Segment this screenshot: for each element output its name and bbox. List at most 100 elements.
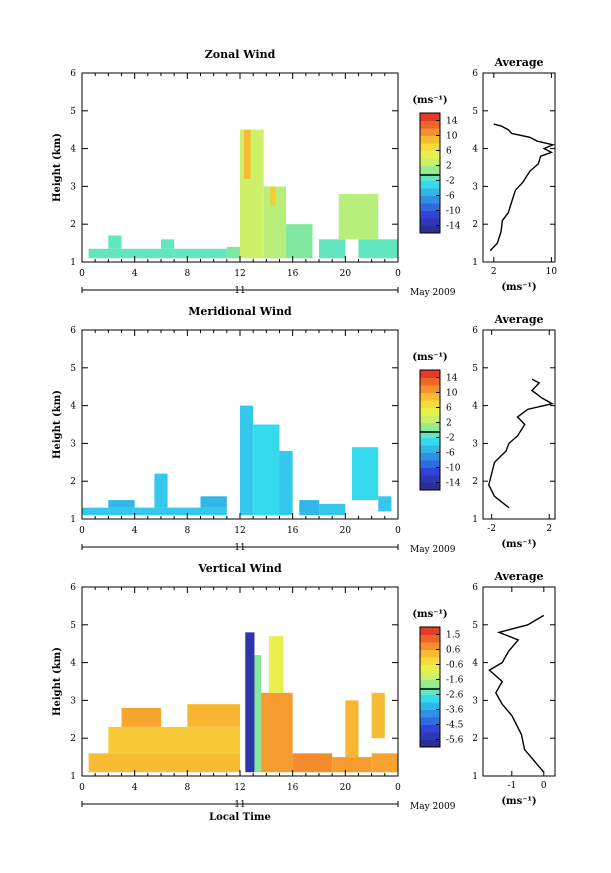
profile-title: Average [493, 570, 543, 583]
y-tick-label: 2 [70, 220, 76, 230]
heatmap-cell [108, 726, 240, 754]
colorbar-segment [420, 150, 440, 159]
profile-y-tick-label: 2 [472, 734, 478, 744]
profile-y-tick-label: 1 [472, 515, 478, 525]
colorbar-segment [420, 467, 440, 476]
heatmap-cell [187, 704, 240, 727]
colorbar-segment [420, 415, 440, 423]
x-tick-label: 12 [234, 526, 245, 536]
colorbar-tick-label: -2 [446, 434, 455, 444]
heatmap-cell [253, 424, 280, 516]
colorbar-tick-label: 10 [446, 389, 458, 399]
colorbar-unit: (ms⁻¹) [412, 609, 447, 620]
y-axis-label: Height (km) [52, 390, 63, 459]
y-tick-label: 1 [70, 258, 76, 268]
colorbar-tick-label: -0.6 [446, 661, 464, 671]
profile-y-tick-label: 5 [472, 621, 478, 631]
profile-title: Average [493, 56, 543, 69]
heatmap-cell [121, 707, 161, 727]
profile-x-tick-label: 2 [546, 524, 552, 534]
x-tick-label: 0 [79, 783, 85, 793]
colorbar-segment [420, 180, 440, 189]
colorbar-segment [420, 203, 440, 211]
colorbar-tick-label: -6 [446, 192, 455, 202]
colorbar-segment [420, 195, 440, 204]
profile-x-tick-label: -1 [507, 781, 516, 791]
profile-y-tick-label: 1 [472, 772, 478, 782]
colorbar-segment [420, 687, 440, 695]
colorbar-segment [420, 445, 440, 453]
profile-x-axis-label: (ms⁻¹) [501, 282, 536, 293]
profile-y-tick-label: 4 [472, 402, 478, 412]
colorbar-tick-label: -2.6 [446, 691, 464, 701]
y-tick-label: 4 [70, 402, 76, 412]
heatmap-cells [88, 129, 398, 259]
colorbar-segment [420, 173, 440, 181]
x-tick-label: 12 [234, 269, 245, 279]
colorbar-segment [420, 694, 440, 703]
panel-title: Zonal Wind [205, 48, 276, 61]
x-tick-label: 8 [184, 269, 190, 279]
profile-x-tick-label: -2 [487, 524, 496, 534]
heatmap-cell [88, 248, 227, 259]
profile-x-axis-label: (ms⁻¹) [501, 796, 536, 807]
heatmap-cell [88, 753, 240, 773]
colorbar-tick-label: 14 [446, 374, 458, 384]
profile-y-tick-label: 2 [472, 220, 478, 230]
x-tick-label: 0 [79, 526, 85, 536]
x-tick-label: 0 [395, 783, 401, 793]
colorbar-unit: (ms⁻¹) [412, 95, 447, 106]
colorbar-tick-label: -14 [446, 222, 461, 232]
y-tick-label: 3 [70, 182, 76, 192]
x-tick-label: 20 [340, 783, 352, 793]
colorbar-frame [419, 112, 441, 234]
y-tick-label: 6 [70, 583, 76, 593]
y-tick-label: 1 [70, 515, 76, 525]
y-tick-label: 5 [70, 107, 76, 117]
y-tick-label: 6 [70, 69, 76, 79]
x-tick-label: 8 [184, 526, 190, 536]
heatmap-cell [245, 632, 255, 773]
profile-y-tick-label: 1 [472, 258, 478, 268]
heatmap-cell [108, 500, 135, 508]
heatmap-cell [286, 224, 313, 259]
average-profile: Average 1 2 3 4 5 6 -1 0 (ms⁻¹) [472, 570, 556, 807]
colorbar-tick-label: -5.6 [446, 736, 464, 746]
date-day-label: 11 [234, 286, 245, 296]
heatmap-cell [338, 193, 379, 240]
heatmap-cell [161, 239, 175, 249]
heatmap-cell [279, 450, 293, 516]
colorbar-segment [420, 702, 440, 710]
heatmap-cell [299, 500, 319, 516]
heatmap-cell [240, 129, 264, 259]
colorbar-segment [420, 120, 440, 129]
colorbar-frame [419, 369, 441, 491]
colorbar-tick-label: 14 [446, 117, 458, 127]
y-tick-label: 3 [70, 696, 76, 706]
y-tick-label: 4 [70, 145, 76, 155]
profile-y-tick-label: 4 [472, 145, 478, 155]
colorbar-segment [420, 210, 440, 219]
profile-x-tick-label: 10 [546, 267, 558, 277]
profile-line [489, 123, 556, 252]
colorbar-segment [420, 128, 440, 136]
heatmap-cell [270, 186, 276, 206]
colorbar-segment [420, 672, 440, 680]
y-tick-label: 6 [70, 326, 76, 336]
heatmap-cell [358, 239, 398, 259]
colorbar-segment [420, 370, 440, 378]
colorbar-segment [420, 188, 440, 196]
profile-y-tick-label: 3 [472, 182, 478, 192]
colorbar-segment [420, 657, 440, 665]
heatmap-cell [268, 636, 284, 693]
colorbar-segment [420, 452, 440, 461]
heatmap-cell [254, 655, 262, 773]
date-day-label: 11 [234, 543, 245, 553]
colorbar-tick-label: 10 [446, 132, 458, 142]
profile-frame [482, 586, 556, 777]
colorbar: (ms⁻¹) 14 10 6 2 -2 -6 -10 -14 [412, 352, 461, 491]
colorbar-segment [420, 649, 440, 658]
